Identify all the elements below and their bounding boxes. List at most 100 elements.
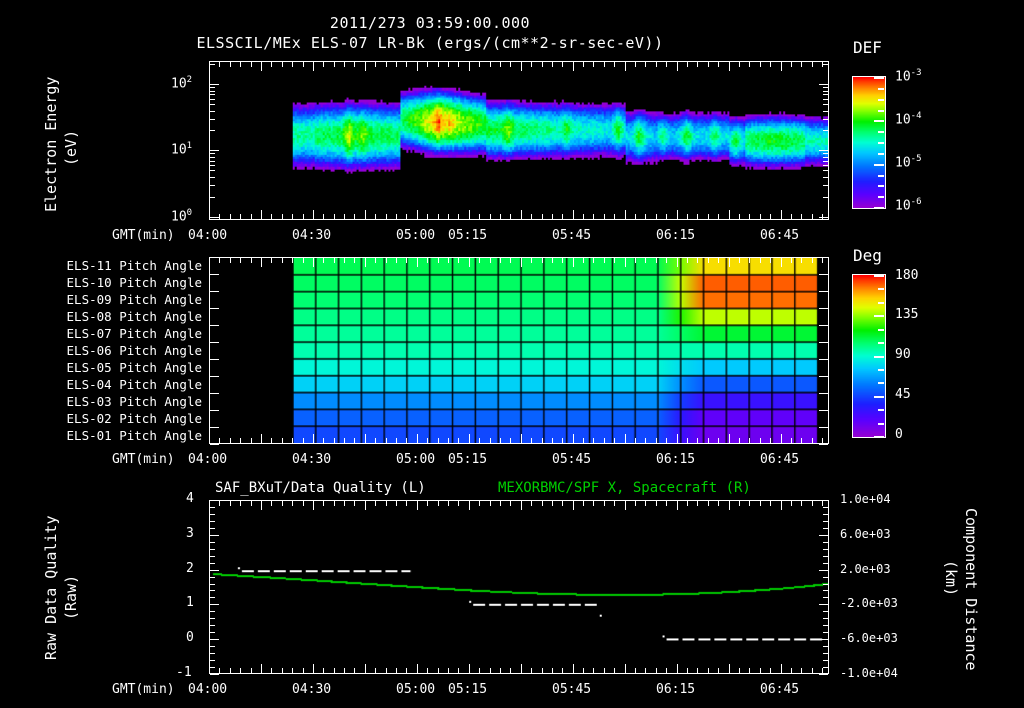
spectrogram-ytick-label: 101 (171, 141, 193, 158)
deg-colorbar-title: Deg (853, 246, 882, 265)
axis-tick (210, 444, 219, 445)
bottom-xtick-label: 05:15 (448, 682, 488, 697)
colorbar-tick (878, 342, 884, 344)
colorbar-tick (874, 77, 884, 79)
els-row-label: ELS-11 Pitch Angle (66, 258, 202, 273)
colorbar-tick (874, 275, 884, 277)
bottom-ylabel-left-line1: Raw Data Quality (42, 515, 60, 661)
pitch-xtick-label: 06:15 (656, 452, 696, 467)
pitch-xtick-label: 05:45 (552, 452, 592, 467)
els-row-labels: ELS-11 Pitch Angle ELS-10 Pitch Angle ELS-… (0, 257, 205, 444)
spectrogram-ylabel-line1: Electron Energy (42, 76, 60, 212)
colorbar-tick (878, 423, 884, 425)
els-row-label: ELS-06 Pitch Angle (66, 343, 202, 358)
bottom-xtick-label: 04:30 (292, 682, 332, 697)
page-title-subtitle: ELSSCIL/MEx ELS-07 LR-Bk (ergs/(cm**2-sr… (196, 34, 664, 52)
colorbar-tick (874, 207, 884, 209)
bottom-ytick-label-right: -6.0e+03 (840, 631, 898, 645)
colorbar-tick (878, 409, 884, 411)
spectrogram-panel (209, 61, 829, 220)
spectrogram-canvas (210, 62, 828, 219)
deg-colorbar-label: 135 (895, 307, 919, 322)
bottom-gmt-tag: GMT(min) (112, 682, 175, 697)
bottom-ylabel-right-line1: Component Distance (962, 508, 980, 671)
spectrogram-xtick-label: 04:30 (292, 228, 332, 243)
pitch-angle-canvas (210, 258, 828, 443)
colorbar-tick (878, 288, 884, 290)
spectrogram-xtick-label: 06:15 (656, 228, 696, 243)
colorbar-tick (874, 436, 884, 438)
colorbar-tick (878, 131, 884, 133)
colorbar-tick (878, 110, 884, 112)
bottom-xtick-label: 05:45 (552, 682, 592, 697)
def-colorbar-title: DEF (853, 38, 882, 57)
bottom-ytick-label-left: 2 (186, 561, 194, 576)
colorbar-tick (874, 120, 884, 122)
els-row-label: ELS-10 Pitch Angle (66, 275, 202, 290)
els-row-label: ELS-02 Pitch Angle (66, 411, 202, 426)
els-row-label: ELS-05 Pitch Angle (66, 360, 202, 375)
colorbar-tick (878, 88, 884, 90)
bottom-xtick-label: 06:15 (656, 682, 696, 697)
colorbar-tick (878, 142, 884, 144)
def-colorbar-label: 10-4 (895, 111, 922, 128)
els-row-label: ELS-09 Pitch Angle (66, 292, 202, 307)
bottom-ytick-label-right: -1.0e+04 (840, 666, 898, 680)
spectrogram-ytick-label: 100 (171, 208, 193, 225)
spectrogram-xtick-label: 04:00 (188, 228, 228, 243)
spectrogram-xtick-label: 06:45 (760, 228, 800, 243)
bottom-ytick-label-right: 1.0e+04 (840, 492, 891, 506)
def-colorbar-label: 10-5 (895, 154, 922, 171)
pitch-angle-panel (209, 257, 829, 444)
bottom-ylabel-left-line2: (Raw) (62, 574, 80, 620)
spectrogram-ylabel-line2: (eV) (62, 129, 80, 166)
def-colorbar-label: 10-3 (895, 68, 922, 85)
colorbar-tick (878, 99, 884, 101)
spectrogram-xtick-label: 05:45 (552, 228, 592, 243)
colorbar-tick (878, 196, 884, 198)
colorbar-tick (878, 185, 884, 187)
bottom-header-left: SAF_BXuT/Data Quality (L) (215, 480, 426, 496)
bottom-xtick-label: 05:00 (396, 682, 436, 697)
colorbar-tick (878, 329, 884, 331)
colorbar-tick (878, 369, 884, 371)
els-row-label: ELS-07 Pitch Angle (66, 326, 202, 341)
spectrogram-xtick-label: 05:00 (396, 228, 436, 243)
deg-colorbar-label: 180 (895, 268, 919, 283)
bottom-ylabel-right-line2: (km) (942, 560, 960, 597)
colorbar-tick (878, 153, 884, 155)
axis-tick (819, 444, 828, 445)
spectrogram-gmt-tag: GMT(min) (112, 228, 175, 243)
bottom-line-panel (209, 500, 829, 674)
colorbar-tick (878, 175, 884, 177)
bottom-ytick-label-right: 6.0e+03 (840, 527, 891, 541)
pitch-xtick-label: 05:15 (448, 452, 488, 467)
bottom-ytick-label-left: 3 (186, 526, 194, 541)
axis-tick (210, 674, 219, 675)
bottom-ytick-label-left: 1 (186, 595, 194, 610)
def-colorbar-label: 10-6 (895, 197, 922, 214)
pitch-xtick-label: 04:30 (292, 452, 332, 467)
deg-colorbar-label: 90 (895, 347, 911, 362)
bottom-xtick-label: 06:45 (760, 682, 800, 697)
bottom-ytick-label-left: 0 (186, 630, 194, 645)
axis-tick (819, 674, 828, 675)
bottom-xtick-label: 04:00 (188, 682, 228, 697)
els-row-label: ELS-01 Pitch Angle (66, 428, 202, 443)
els-row-label: ELS-03 Pitch Angle (66, 394, 202, 409)
deg-colorbar-label: 45 (895, 387, 911, 402)
els-row-label: ELS-08 Pitch Angle (66, 309, 202, 324)
els-row-label: ELS-04 Pitch Angle (66, 377, 202, 392)
pitch-gmt-tag: GMT(min) (112, 452, 175, 467)
pitch-xtick-label: 06:45 (760, 452, 800, 467)
colorbar-tick (874, 396, 884, 398)
bottom-header-right: MEXORBMC/SPF X, Spacecraft (R) (498, 480, 751, 496)
pitch-xtick-label: 04:00 (188, 452, 228, 467)
colorbar-tick (874, 356, 884, 358)
colorbar-tick (874, 315, 884, 317)
colorbar-tick (874, 164, 884, 166)
colorbar-tick (878, 302, 884, 304)
page-title-date: 2011/273 03:59:00.000 (329, 14, 531, 32)
pitch-xtick-label: 05:00 (396, 452, 436, 467)
deg-colorbar-label: 0 (895, 427, 903, 442)
